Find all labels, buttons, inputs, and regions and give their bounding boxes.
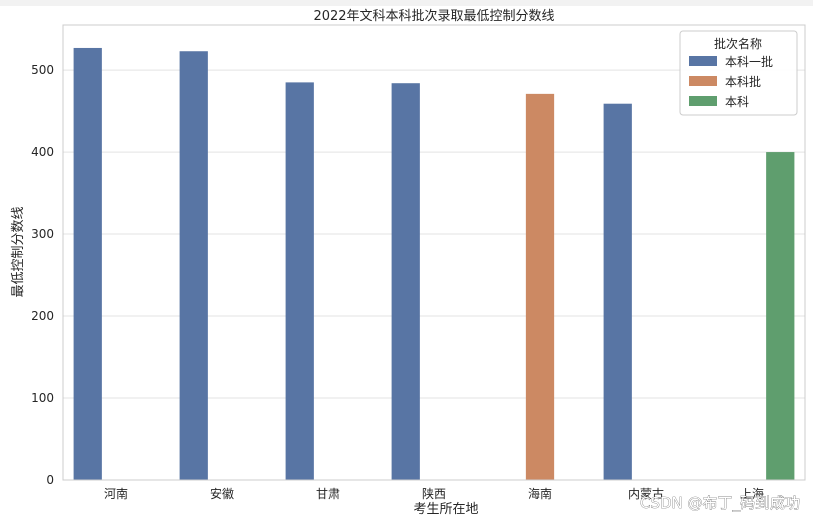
y-tick-label: 500 (31, 63, 54, 77)
chart-title: 2022年文科本科批次录取最低控制分数线 (313, 8, 554, 24)
bars (73, 47, 795, 481)
legend-swatch (689, 76, 717, 86)
x-axis-title: 考生所在地 (413, 502, 478, 517)
y-tick-label: 300 (31, 227, 54, 241)
y-axis-title: 最低控制分数线 (11, 206, 26, 297)
bar (179, 51, 208, 481)
y-tick-labels: 0 100 200 300 400 500 (31, 63, 54, 487)
bar (391, 83, 420, 480)
y-tick-label: 100 (31, 391, 54, 405)
y-tick-label: 400 (31, 145, 54, 159)
x-tick-label: 甘肃 (316, 487, 340, 501)
y-tick-label: 200 (31, 309, 54, 323)
plot-frame (62, 24, 806, 481)
x-tick-label: 海南 (528, 486, 552, 501)
bar (285, 82, 314, 480)
bar (525, 93, 555, 480)
legend-entry: 本科批 (725, 74, 761, 89)
x-tick-labels: 河南 安徽 甘肃 陕西 海南 内蒙古 上海 (104, 486, 764, 501)
x-tick-label: 陕西 (422, 486, 446, 501)
watermark: CSDN @布丁_码到成功 (640, 494, 800, 513)
x-tick-label: 河南 (104, 486, 128, 501)
top-strip (0, 0, 813, 6)
y-tick-label: 0 (46, 473, 54, 487)
legend-entry: 本科一批 (725, 54, 773, 69)
x-tick-label: 安徽 (210, 486, 234, 501)
legend-swatch (689, 56, 717, 66)
bar (766, 152, 795, 480)
bar (603, 103, 632, 481)
bar (73, 47, 102, 480)
x-tick-label: 内蒙古 (628, 486, 664, 501)
legend-entry: 本科 (725, 95, 749, 109)
legend-swatch (689, 96, 717, 106)
legend-box (679, 30, 798, 116)
legend-title: 批次名称 (714, 36, 762, 51)
x-tick-label: 上海 (740, 486, 764, 501)
